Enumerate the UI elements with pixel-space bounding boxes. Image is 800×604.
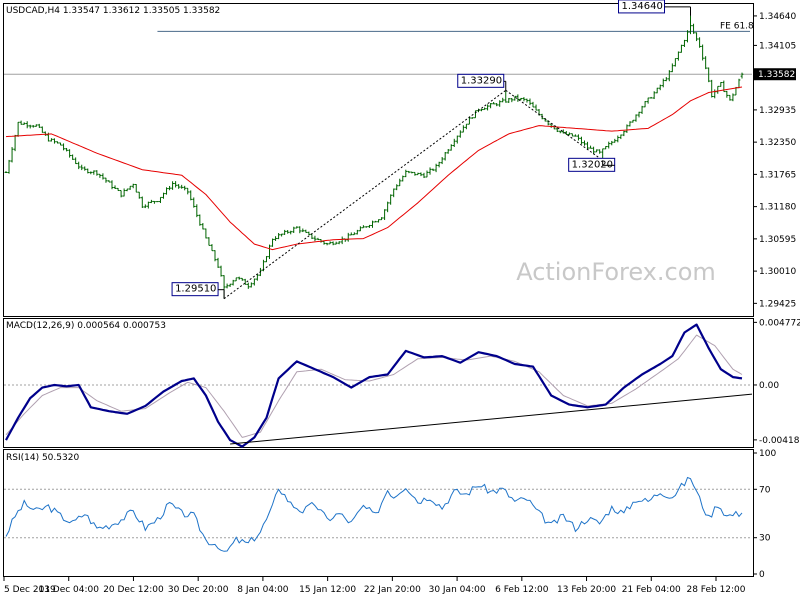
price-y-tick-label: 1.32350 — [759, 138, 796, 148]
macd-y-tick-label: 0.004772 — [759, 318, 800, 328]
x-tick-label: 13 Feb 20:00 — [557, 585, 616, 595]
price-y-tick-label: 1.34105 — [759, 41, 796, 51]
macd-trendline — [230, 393, 753, 445]
macd-y-tick-label: 0.00 — [759, 381, 779, 391]
x-tick-label: 13 Dec 04:00 — [38, 585, 99, 595]
x-tick-label: 22 Jan 20:00 — [364, 585, 421, 595]
price-annotation-label: 1.34640 — [622, 1, 663, 12]
price-y-tick-label: 1.34640 — [759, 12, 796, 22]
price-y-tick-label: 1.31765 — [759, 170, 796, 180]
price-panel-frame — [3, 3, 754, 317]
x-tick-label: 21 Feb 04:00 — [622, 585, 681, 595]
macd-panel-frame — [3, 318, 754, 448]
rsi-line — [5, 476, 743, 552]
macd-main-line — [5, 323, 743, 448]
price-panel-title: USDCAD,H4 1.33547 1.33612 1.33505 1.3358… — [6, 6, 220, 16]
rsi-panel-frame — [3, 449, 754, 577]
price-annotation-label: 1.32020 — [572, 159, 613, 170]
x-tick-label: 5 Dec 2019 — [4, 585, 56, 595]
x-tick-label: 28 Feb 12:00 — [686, 585, 745, 595]
price-y-tick-label: 1.31180 — [759, 203, 796, 213]
x-tick-label: 30 Jan 04:00 — [429, 585, 486, 595]
price-y-tick-label: 1.32935 — [759, 106, 796, 116]
rsi-y-tick-label: 100 — [759, 449, 776, 459]
macd-y-tick-label: -0.004186 — [759, 436, 800, 446]
current-price-badge — [754, 68, 796, 81]
price-annotation-label: 1.29510 — [175, 284, 216, 295]
price-annotation-label: 1.33290 — [461, 75, 502, 86]
watermark-text: ActionForex.com — [516, 258, 716, 286]
x-tick-label: 6 Feb 12:00 — [495, 585, 549, 595]
x-tick-label: 30 Dec 20:00 — [168, 585, 229, 595]
price-y-tick-label: 1.30010 — [759, 267, 796, 277]
fe-61-8-label: FE 61.8 — [720, 21, 754, 31]
rsi-y-tick-label: 0 — [759, 570, 765, 580]
macd-panel-title: MACD(12,26,9) 0.000564 0.000753 — [6, 321, 166, 331]
current-price-label: 1.33582 — [758, 70, 795, 80]
rsi-y-tick-label: 30 — [759, 534, 771, 544]
rsi-y-tick-label: 70 — [759, 485, 771, 495]
moving-average-line — [5, 86, 743, 251]
rsi-panel-title: RSI(14) 50.5320 — [6, 453, 79, 463]
price-y-tick-label: 1.30595 — [759, 235, 796, 245]
x-tick-label: 20 Dec 12:00 — [103, 585, 164, 595]
macd-signal-line — [5, 334, 743, 438]
x-tick-label: 8 Jan 04:00 — [237, 585, 289, 595]
x-tick-label: 15 Jan 12:00 — [299, 585, 356, 595]
price-y-tick-label: 1.29425 — [759, 299, 796, 309]
